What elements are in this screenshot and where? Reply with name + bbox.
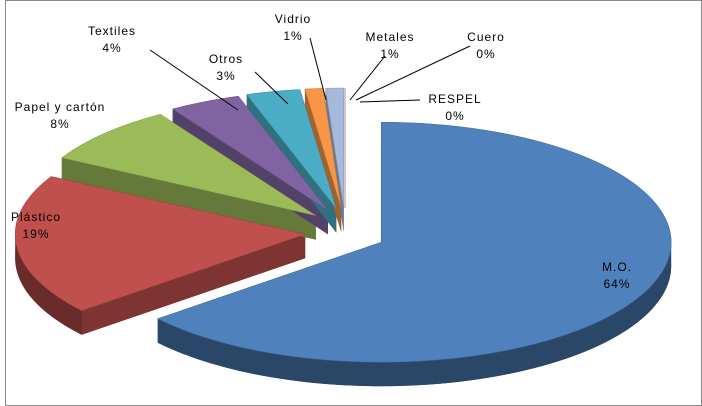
slice-value-label: 0% [445, 109, 464, 123]
slice-value-label: 4% [102, 41, 121, 55]
leader-line [254, 71, 289, 105]
slice-side [157, 242, 672, 387]
slice-value-label: 19% [22, 227, 49, 241]
slice-value-label: 8% [50, 117, 69, 131]
slice-wall [61, 157, 316, 240]
slice-side [15, 234, 82, 335]
slice-value-label: 64% [603, 277, 630, 291]
slice [171, 95, 329, 211]
slice-label: RESPEL [428, 92, 481, 106]
slice-label: Cuero [467, 30, 505, 44]
leader-line [309, 37, 327, 101]
slice-wall [81, 234, 306, 335]
slice-label: Vidrio [275, 12, 311, 26]
slice-label: Papel y cartón [15, 100, 106, 114]
leader-line [149, 49, 239, 111]
slice-value-label: 1% [283, 29, 302, 43]
leader-line [355, 45, 471, 101]
leader-line [359, 99, 421, 103]
slice [157, 121, 672, 363]
slice [15, 176, 307, 312]
slice-label: M.O. [602, 260, 632, 274]
slice-value-label: 3% [216, 69, 235, 83]
leader-line [349, 55, 386, 101]
slice-value-label: 1% [380, 47, 399, 61]
slice-label: Textiles [88, 24, 136, 38]
slice [61, 113, 316, 216]
slice [325, 87, 344, 209]
slice [246, 89, 337, 209]
slice-value-label: 0% [476, 47, 495, 61]
slice-label: Plástico [11, 210, 61, 224]
slice-label: Metales [365, 30, 414, 44]
slice-label: Otros [209, 52, 243, 66]
